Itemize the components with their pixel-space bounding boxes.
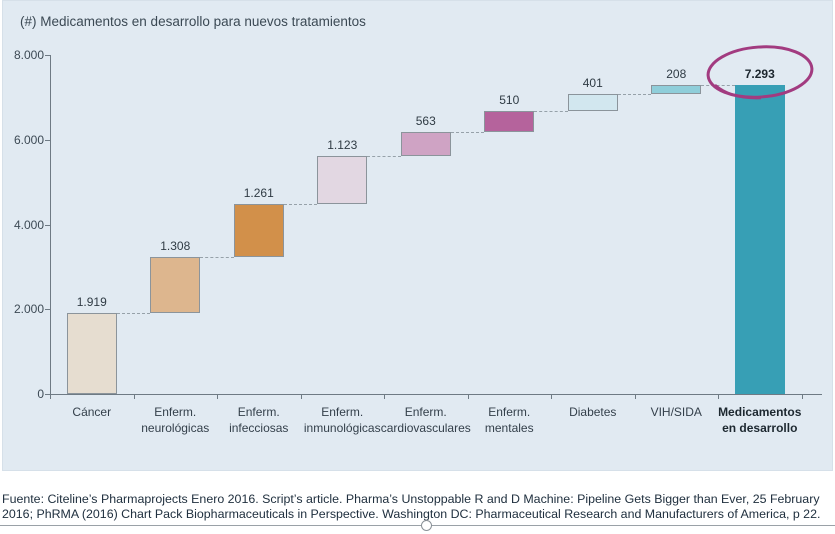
x-tick-mark <box>50 395 51 399</box>
y-tick-label: 0 <box>37 387 44 401</box>
bar-value-label: 1.123 <box>327 138 358 153</box>
chart-title: (#) Medicamentos en desarrollo para nuev… <box>20 14 366 29</box>
category-label: Medicamentos en desarrollo <box>718 405 802 435</box>
category-label: Diabetes <box>569 405 617 419</box>
bar-value-label: 1.261 <box>243 185 274 200</box>
category-label: Cáncer <box>72 405 112 419</box>
y-tick-label: 2.000 <box>13 302 44 317</box>
y-axis-line <box>50 55 51 394</box>
y-tick-mark <box>45 55 50 56</box>
category-label: Enferm. mentales <box>484 405 534 435</box>
bar-value-label: 510 <box>499 92 520 107</box>
step-connector <box>283 203 318 205</box>
x-tick-mark <box>718 395 719 399</box>
y-tick-label: 8.000 <box>13 48 44 62</box>
y-tick-mark <box>45 139 50 141</box>
waterfall-bar-2 <box>150 257 201 313</box>
waterfall-bar-3 <box>233 203 284 258</box>
category-label: Enferm. infecciosas <box>229 405 289 435</box>
step-connector <box>367 156 401 158</box>
x-tick-mark <box>551 395 552 399</box>
bar-value-label: 401 <box>582 75 603 90</box>
category-label: Enferm. inmunológicas <box>303 405 381 435</box>
step-connector <box>200 257 234 259</box>
bar-value-label: 563 <box>415 114 436 129</box>
bar-value-label: 1.919 <box>76 294 107 309</box>
waterfall-bar-6 <box>484 110 535 133</box>
y-tick-mark <box>45 394 50 395</box>
step-connector <box>617 93 652 95</box>
step-connector <box>701 84 735 86</box>
y-tick-mark <box>45 309 50 311</box>
x-tick-mark <box>384 395 385 399</box>
category-label: Enferm. cardiovasculares <box>380 405 471 435</box>
waterfall-bar-7 <box>567 93 618 111</box>
x-tick-mark <box>801 395 803 399</box>
x-tick-mark <box>300 395 302 399</box>
y-tick-label: 6.000 <box>13 132 44 147</box>
x-tick-mark <box>467 395 469 399</box>
bar-value-label: 7.293 <box>744 66 775 81</box>
source-footer-line2: 2016; PhRMA (2016) Chart Pack Biopharmac… <box>2 507 821 521</box>
source-footer: Fuente: Citeline’s Pharmaprojects Enero … <box>2 492 835 522</box>
waterfall-bar-1 <box>66 312 117 394</box>
waterfall-chart: 0 2.000 4.000 6.000 8.000 1.919 Cáncer 1.308 Enf… <box>13 45 822 435</box>
x-tick-mark <box>634 395 636 399</box>
step-connector <box>450 132 485 134</box>
waterfall-bar-8 <box>651 84 702 94</box>
source-footer-line1: Fuente: Citeline’s Pharmaprojects Enero … <box>2 492 820 506</box>
waterfall-bar-9 <box>734 84 785 394</box>
waterfall-bar-5 <box>400 132 451 157</box>
bar-value-label: 1.308 <box>160 239 191 254</box>
resize-handle[interactable] <box>421 520 432 531</box>
waterfall-bar-4 <box>317 156 368 204</box>
category-label: VIH/SIDA <box>650 405 702 419</box>
step-connector <box>534 110 568 112</box>
x-axis-line <box>50 394 822 395</box>
y-tick-label: 4.000 <box>13 217 44 232</box>
step-connector <box>116 312 151 314</box>
image-selection-border <box>0 525 835 526</box>
category-label: Enferm. neurológicas <box>141 405 210 435</box>
y-tick-mark <box>45 224 50 226</box>
x-tick-mark <box>217 395 218 399</box>
bar-value-label: 208 <box>666 66 687 81</box>
x-tick-mark <box>133 395 135 399</box>
chart-panel <box>2 0 833 471</box>
